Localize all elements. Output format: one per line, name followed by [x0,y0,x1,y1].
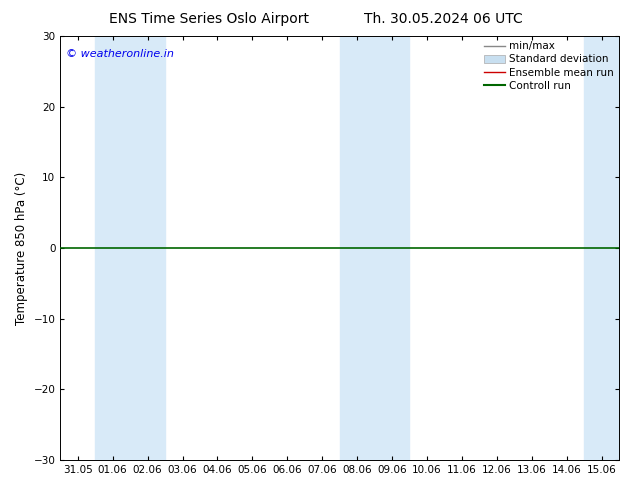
Y-axis label: Temperature 850 hPa (°C): Temperature 850 hPa (°C) [15,172,28,325]
Text: Th. 30.05.2024 06 UTC: Th. 30.05.2024 06 UTC [365,12,523,26]
Title: ENS Time Series Oslo Airport     Th. 30.05.2024 06 UTC: ENS Time Series Oslo Airport Th. 30.05.2… [0,489,1,490]
Bar [584,36,619,460]
Bar [340,36,410,460]
Bar [95,36,165,460]
Text: ENS Time Series Oslo Airport: ENS Time Series Oslo Airport [109,12,309,26]
Legend: min/max, Standard deviation, Ensemble mean run, Controll run: min/max, Standard deviation, Ensemble me… [484,41,614,91]
Text: © weatheronline.in: © weatheronline.in [66,49,174,59]
